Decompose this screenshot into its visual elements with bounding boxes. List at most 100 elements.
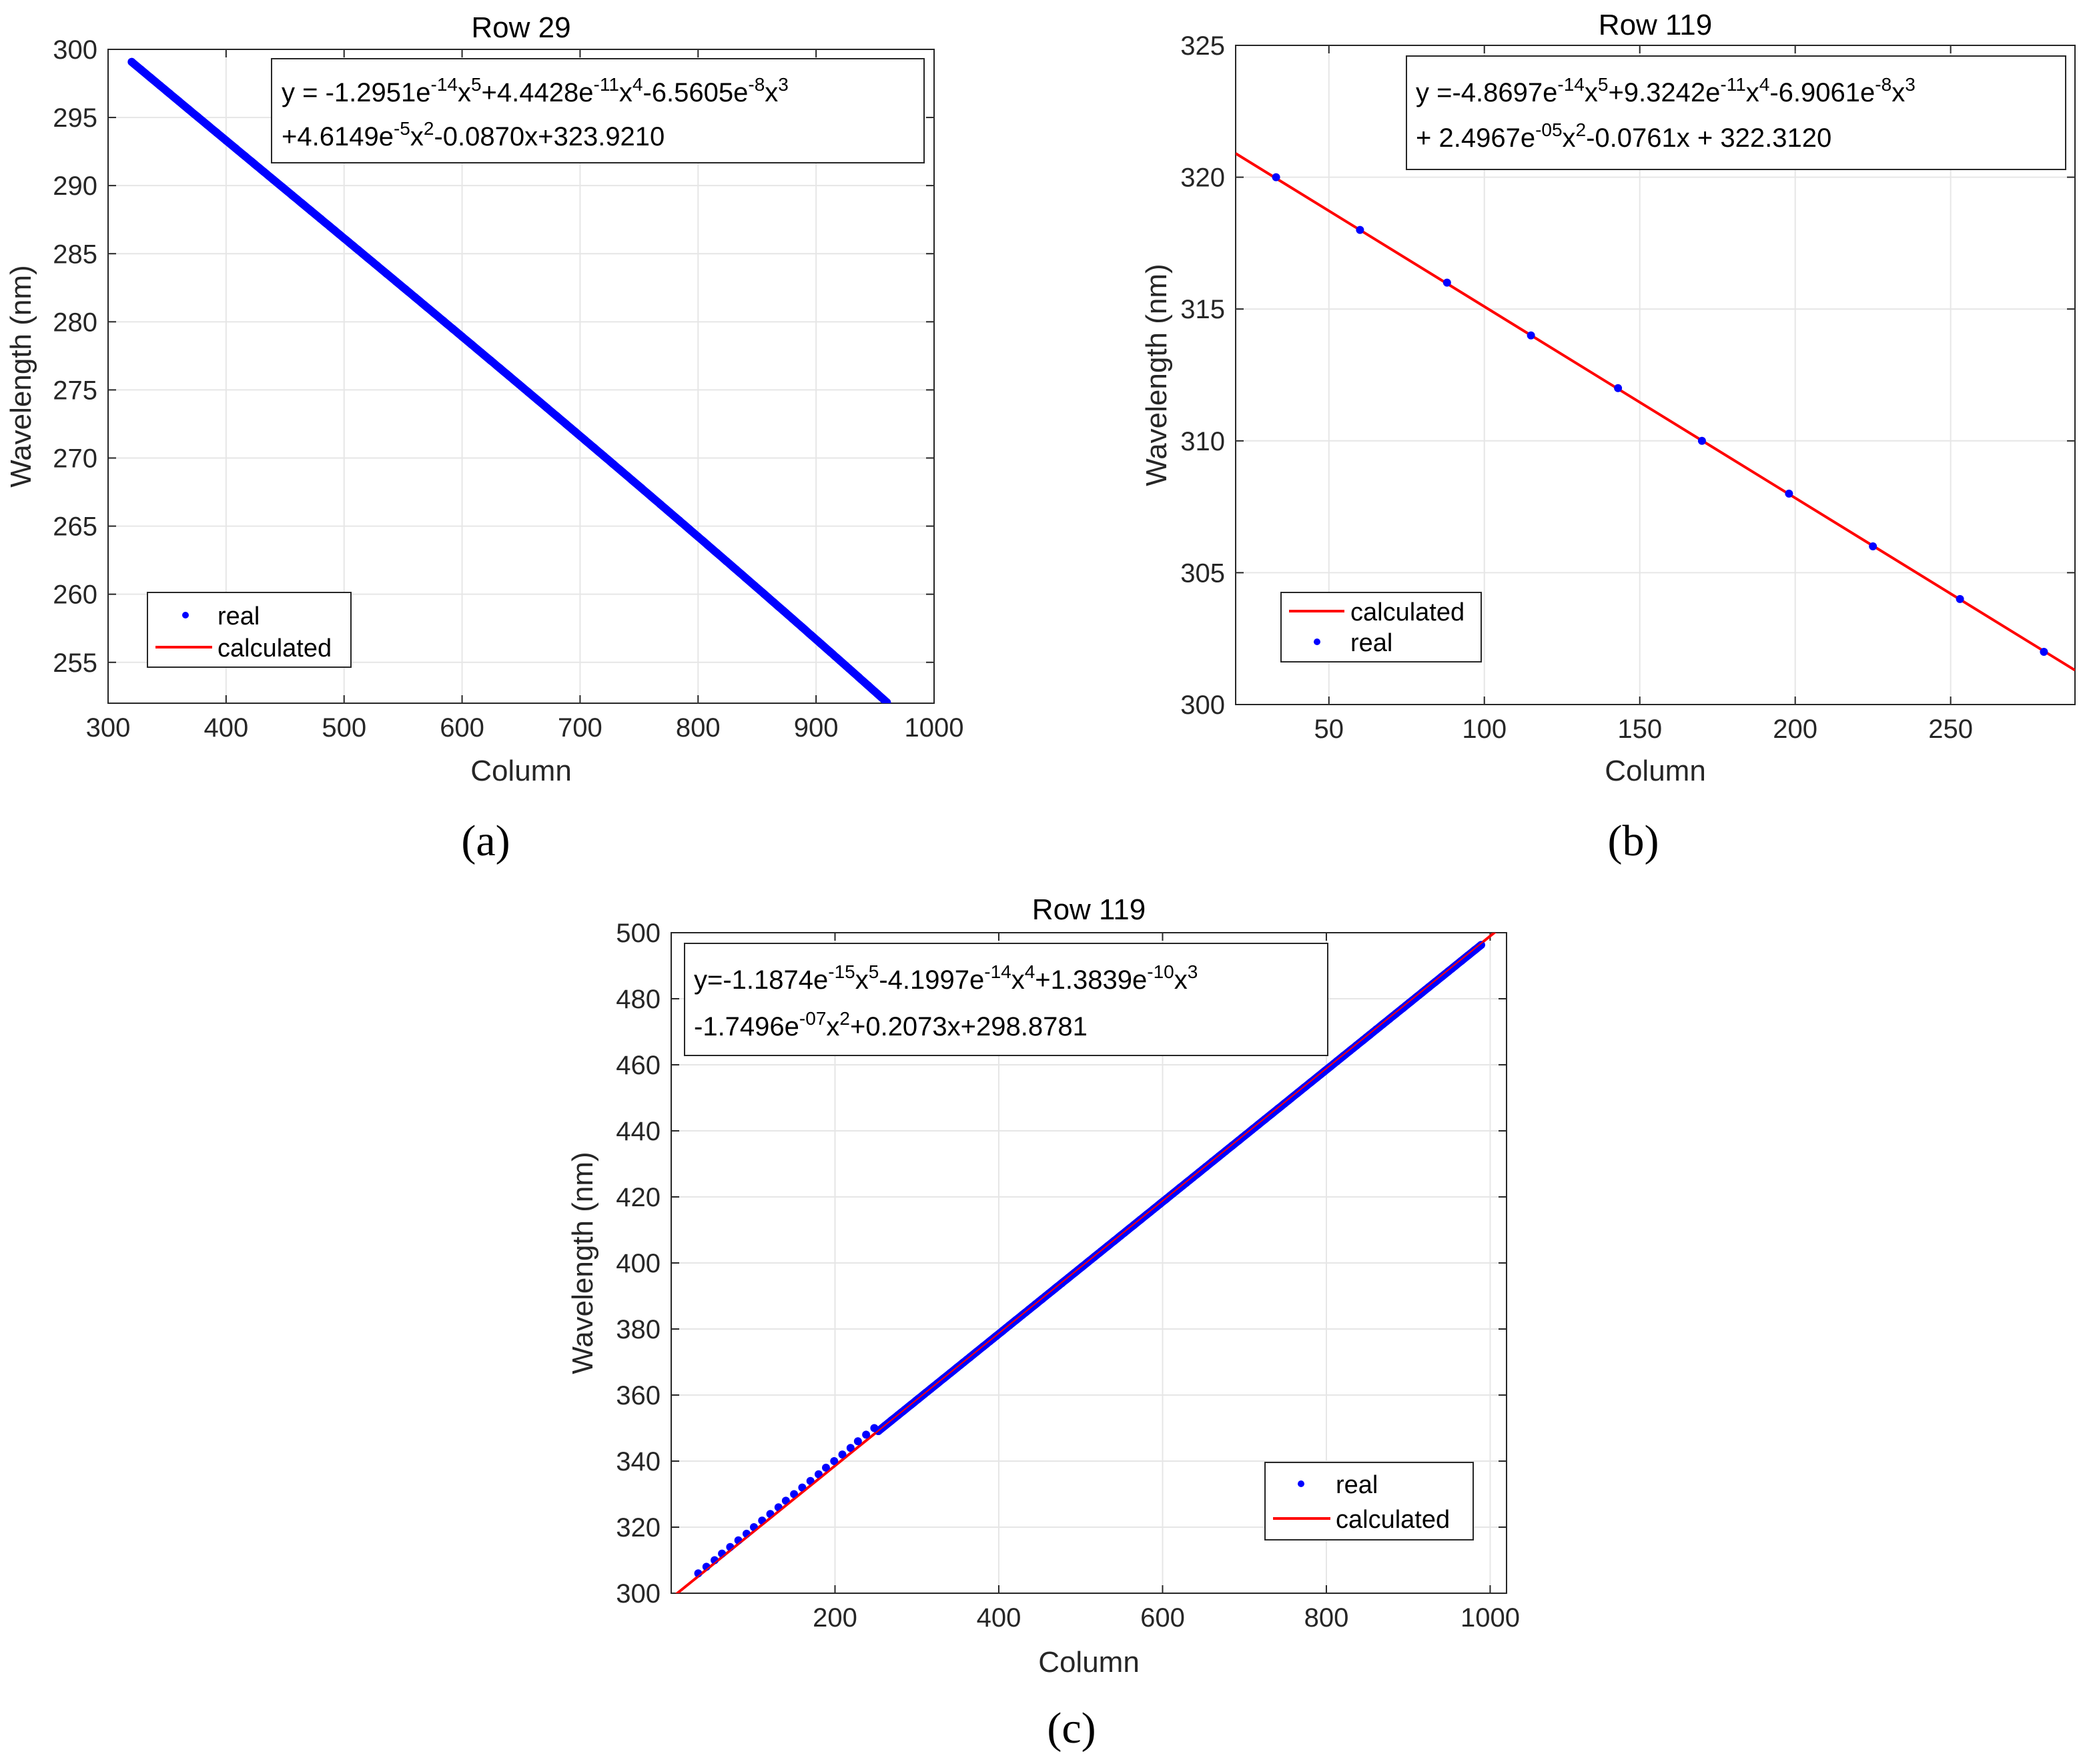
real-point [853, 1437, 862, 1446]
real-point [807, 631, 816, 640]
real-point [476, 348, 485, 357]
real-point [146, 73, 155, 82]
real-point [873, 690, 882, 699]
chart-c-legend-label-1: real [1336, 1471, 1378, 1499]
real-point [628, 476, 637, 484]
real-point [1697, 436, 1706, 445]
chart-a-legend: real calculated [147, 592, 352, 668]
real-point [1332, 1057, 1341, 1065]
chart-a-equation-line2: +4.6149e-5x2-0.0870x+323.9210 [282, 118, 665, 151]
real-point [1300, 1083, 1308, 1092]
real-point [1313, 1073, 1322, 1081]
real-point [703, 540, 712, 549]
y-tick-label: 340 [616, 1447, 661, 1476]
real-point [1442, 278, 1451, 287]
real-point [542, 404, 551, 412]
real-point [514, 380, 523, 388]
real-point [524, 388, 532, 396]
y-tick-label: 500 [616, 919, 661, 948]
real-point [298, 199, 306, 207]
real-point [1320, 1067, 1328, 1076]
real-point [1450, 961, 1459, 970]
real-point [1366, 1030, 1374, 1039]
chart-c-equation-line2: -1.7496e-07x2+0.2073x+298.8781 [694, 1008, 1088, 1041]
chart-a-equation-box: y = -1.2951e-14x5+4.4428e-11x4-6.5605e-8… [271, 58, 925, 163]
real-point [571, 428, 580, 436]
y-tick-label: 325 [1180, 31, 1225, 61]
x-tick-label: 600 [440, 713, 484, 743]
chart-b-equation-box: y =-4.8697e-14x5+9.3242e-11x4-6.9061e-8x… [1406, 55, 2066, 170]
chart-c-xlabel: Column [1038, 1646, 1140, 1679]
real-point [1527, 331, 1535, 340]
real-point [647, 492, 655, 500]
y-tick-label: 400 [616, 1249, 661, 1278]
x-tick-label: 150 [1617, 715, 1662, 744]
chart-c-equation-box: y=-1.1874e-15x5-4.1997e-14x4+1.3839e-10x… [684, 943, 1328, 1056]
real-point [269, 175, 278, 184]
real-point [430, 309, 438, 318]
chart-b-equation-line2: + 2.4967e-05x2-0.0761x + 322.3120 [1416, 119, 1831, 153]
real-point [637, 484, 646, 492]
real-point [722, 557, 731, 566]
chart-b-equation-line1: y =-4.8697e-14x5+9.3242e-11x4-6.9061e-8x… [1416, 74, 1916, 107]
y-tick-label: 300 [1180, 691, 1225, 720]
x-tick-label: 400 [977, 1603, 1021, 1633]
real-point [1424, 983, 1433, 991]
real-point [326, 222, 334, 231]
real-point [1471, 946, 1479, 955]
real-point [1372, 1025, 1380, 1034]
real-point [382, 270, 391, 278]
y-tick-label: 285 [53, 240, 97, 269]
real-point [165, 89, 173, 98]
real-point [821, 1463, 830, 1472]
real-point [830, 1457, 839, 1465]
real-point [758, 1516, 767, 1525]
series-group [1236, 152, 2075, 672]
real-point [448, 324, 457, 333]
x-tick-label: 250 [1928, 715, 1973, 744]
real-point [806, 1476, 815, 1485]
y-tick-label: 315 [1180, 295, 1225, 324]
y-tick-label: 290 [53, 171, 97, 201]
real-point [1272, 173, 1280, 181]
real-point [769, 598, 778, 606]
legend-marker-real [1298, 1480, 1304, 1487]
calculated-line-overlay [676, 933, 1496, 1593]
real-point [779, 606, 787, 615]
real-point [580, 436, 589, 444]
real-point [608, 460, 617, 468]
real-point [222, 136, 230, 145]
chart-c: 200 400 600 800 1000 300 320 340 360 380 400 420 440… [566, 893, 1520, 1753]
real-point [193, 113, 202, 121]
y-tick-label: 420 [616, 1183, 661, 1212]
real-point [781, 1496, 790, 1505]
real-point [1418, 988, 1426, 997]
real-point [760, 590, 769, 598]
real-point [533, 396, 542, 404]
real-point [1614, 384, 1623, 392]
real-point [835, 656, 844, 665]
x-tick-label: 100 [1462, 715, 1507, 744]
x-tick-label: 1000 [905, 713, 964, 743]
x-tick-label: 900 [794, 713, 839, 743]
real-point [1306, 1078, 1315, 1087]
real-point [1359, 1035, 1368, 1044]
y-tick-label: 380 [616, 1315, 661, 1344]
real-point [364, 254, 372, 262]
real-point [212, 128, 221, 137]
real-point [862, 1430, 871, 1439]
x-tick-label: 600 [1140, 1603, 1185, 1633]
y-tick-label: 260 [53, 580, 97, 610]
chart-a-ylabel: Wavelength (nm) [5, 265, 37, 487]
y-tick-label: 460 [616, 1051, 661, 1080]
chart-c-series [675, 933, 1497, 1593]
real-point [685, 524, 693, 533]
chart-c-title: Row 119 [1032, 893, 1146, 926]
real-point [1956, 594, 1964, 603]
real-point [260, 167, 268, 176]
real-point [618, 468, 627, 476]
chart-c-legend: real calculated [1264, 1462, 1474, 1540]
real-point [496, 364, 504, 372]
y-tick-label: 270 [53, 444, 97, 474]
